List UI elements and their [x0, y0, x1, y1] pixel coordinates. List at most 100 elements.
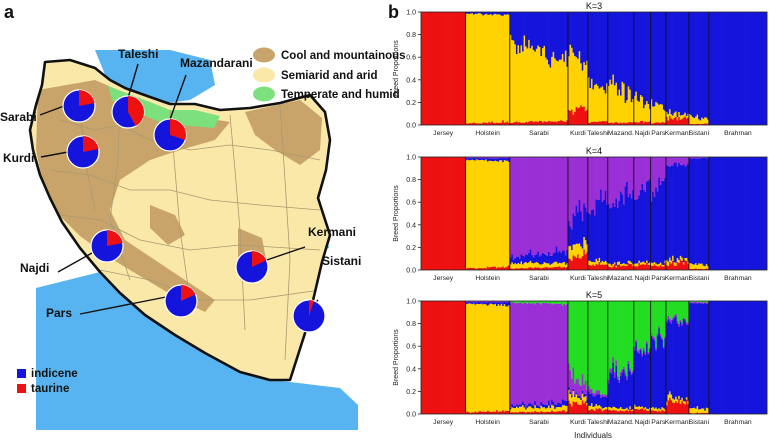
bar-segment-red — [434, 301, 437, 414]
bar-segment-yellow — [616, 408, 619, 412]
bar-segment-blue — [511, 12, 514, 41]
bar-segment-red — [558, 410, 561, 414]
bar-segment-purple — [704, 302, 707, 303]
bar-segment-purple — [574, 157, 576, 216]
bar-segment-yellow — [646, 101, 648, 122]
map-label-pars: Pars — [46, 306, 72, 320]
bar-segment-red — [474, 411, 477, 414]
bar-segment-purple — [669, 157, 671, 167]
bar-segment-purple — [569, 157, 572, 227]
bar-segment-blue — [494, 158, 497, 161]
bar-segment-green — [667, 301, 670, 316]
bar-segment-yellow — [653, 408, 656, 411]
bar-segment-green — [551, 301, 554, 305]
bar-segment-purple — [577, 378, 580, 396]
bar-segment-green — [511, 301, 514, 303]
bar-segment-green — [684, 301, 687, 319]
bar-segment-red — [652, 265, 655, 270]
bar-segment-purple — [592, 157, 595, 210]
bar-segment-yellow — [595, 258, 598, 264]
bar-segment-red — [534, 410, 537, 414]
bar-segment-blue — [586, 212, 589, 245]
pie-taleshi — [111, 95, 145, 129]
bar-segment-yellow — [534, 51, 537, 122]
group-label: Sarabi — [529, 275, 549, 282]
bar-segment-yellow — [678, 395, 681, 400]
bar-segment-green — [600, 301, 602, 395]
bar-segment-blue — [718, 12, 720, 125]
bar-segment-blue — [667, 319, 670, 395]
y-tick-label: 0.8 — [406, 177, 416, 184]
bar-segment-red — [688, 124, 691, 125]
bar-segment-purple — [494, 301, 497, 303]
pie-pars-taurine-slice — [181, 285, 196, 301]
bar-segment-blue — [728, 12, 731, 125]
bar-segment-purple — [554, 157, 557, 253]
bar-segment-blue — [633, 199, 636, 264]
bar-segment-blue — [601, 12, 604, 87]
bar-segment-blue — [693, 158, 696, 265]
bar-segment-purple — [691, 302, 694, 304]
bar-segment-yellow — [483, 160, 486, 268]
bar-segment-red — [555, 266, 558, 270]
bar-segment-yellow — [691, 408, 694, 414]
bar-segment-red — [636, 266, 639, 270]
bar-segment-red — [684, 404, 687, 414]
bar-segment-blue — [731, 301, 734, 414]
bar-segment-yellow — [658, 408, 661, 411]
bar-segment-blue — [511, 403, 514, 408]
bar-segment-yellow — [673, 262, 676, 266]
bar-segment-yellow — [546, 263, 549, 268]
bar-segment-blue — [632, 373, 635, 410]
bar-segment-blue — [482, 302, 485, 305]
bar-segment-blue — [748, 301, 751, 414]
bar-segment-blue — [517, 256, 520, 264]
bar-segment-red — [595, 121, 598, 125]
bar-segment-red — [676, 262, 679, 270]
bar-segment-red — [447, 12, 449, 125]
bar-segment-red — [627, 263, 630, 270]
bar-segment-yellow — [577, 243, 580, 255]
bar-segment-blue — [750, 157, 753, 270]
bar-segment-purple — [549, 303, 552, 405]
bar-segment-red — [676, 402, 679, 414]
bar-segment-blue — [572, 388, 575, 392]
bar-segment-yellow — [662, 264, 665, 267]
bar-segment-blue — [627, 363, 630, 410]
bar-segment-red — [492, 122, 495, 125]
bar-segment-blue — [508, 158, 511, 162]
bar-segment-red — [669, 397, 671, 414]
bar-segment-blue — [557, 12, 560, 62]
bar-segment-blue — [745, 12, 748, 125]
bar-segment-yellow — [506, 160, 509, 267]
bar-segment-blue — [512, 12, 515, 41]
bar-segment-green — [672, 301, 674, 319]
bar-segment-blue — [682, 164, 685, 263]
bar-segment-purple — [598, 157, 601, 201]
bar-segment-blue — [515, 404, 518, 407]
bar-segment-blue — [728, 157, 731, 270]
bar-segment-green — [598, 301, 601, 391]
bar-segment-blue — [727, 301, 730, 414]
pie-mazandarani — [153, 118, 187, 152]
legend-label-semiarid: Semiarid and arid — [281, 70, 378, 82]
bar-segment-blue — [469, 301, 472, 304]
bar-segment-red — [517, 412, 520, 414]
bar-segment-green — [650, 301, 653, 334]
bar-segment-yellow — [604, 260, 607, 265]
bar-segment-yellow — [575, 57, 578, 107]
bar-segment-yellow — [629, 261, 632, 265]
bar-segment-blue — [705, 12, 708, 118]
bar-segment-red — [477, 411, 480, 414]
bar-segment-red — [690, 413, 693, 414]
bar-segment-yellow — [607, 263, 610, 267]
bar-segment-blue — [630, 198, 633, 263]
bar-segment-yellow — [545, 57, 547, 122]
bar-segment-yellow — [699, 263, 702, 269]
bar-segment-blue — [537, 405, 540, 409]
bar-segment-blue — [638, 12, 641, 102]
bar-segment-yellow — [664, 111, 667, 123]
bar-segment-yellow — [621, 81, 624, 124]
bar-segment-yellow — [690, 263, 693, 269]
bar-segment-blue — [549, 404, 552, 409]
